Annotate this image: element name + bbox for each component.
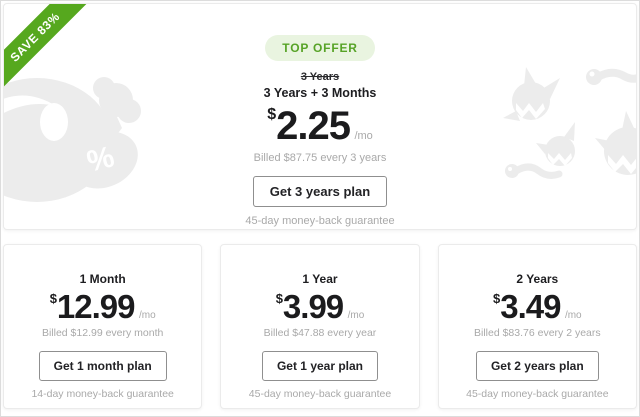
plan-term: 1 Month (79, 272, 126, 286)
money-back-guarantee: 45-day money-back guarantee (466, 388, 609, 400)
mascot-arm-illustration: % (4, 77, 141, 202)
currency-symbol: $ (275, 291, 283, 306)
price-row: $3.49 /mo (439, 288, 636, 326)
plan-term: 1 Year (302, 272, 338, 286)
money-back-guarantee: 14-day money-back guarantee (31, 388, 174, 400)
top-offer-content: TOP OFFER 3 Years 3 Years + 3 Months $2.… (190, 4, 450, 227)
price-row: $2.25 /mo (190, 104, 450, 149)
virus-illustrations (503, 67, 636, 179)
get-2-years-plan-button[interactable]: Get 2 years plan (475, 351, 599, 381)
currency-symbol: $ (267, 106, 277, 123)
get-3-years-plan-button[interactable]: Get 3 years plan (252, 176, 388, 207)
billing-note: Billed $47.88 every year (263, 327, 377, 339)
price-row: $12.99 /mo (4, 288, 201, 326)
price-period: /mo (354, 130, 373, 142)
billing-note: Billed $83.76 every 2 years (473, 327, 601, 339)
currency-symbol: $ (49, 291, 57, 306)
price-row: $3.99 /mo (221, 288, 418, 326)
top-offer-badge: TOP OFFER (265, 35, 375, 61)
plan-card-1-year: 1 Year $3.99 /mo Billed $47.88 every yea… (220, 244, 420, 409)
price-value: 3.49 (500, 288, 561, 325)
plan-card-2-years: 2 Years $3.49 /mo Billed $83.76 every 2 … (437, 244, 637, 409)
price-period: /mo (564, 310, 582, 321)
save-ribbon: SAVE 83% (4, 4, 99, 99)
top-offer-card: SAVE 83% % (3, 3, 637, 230)
get-1-year-plan-button[interactable]: Get 1 year plan (261, 351, 379, 381)
plan-row: 1 Month $12.99 /mo Billed $12.99 every m… (3, 244, 637, 409)
save-ribbon-label: SAVE 83% (4, 4, 91, 93)
currency-symbol: $ (493, 291, 501, 306)
price-value: 3.99 (282, 288, 344, 325)
price-period: /mo (138, 310, 156, 321)
price-value: 2.25 (276, 104, 351, 148)
billing-note: Billed $87.75 every 3 years (253, 152, 387, 164)
price-period: /mo (347, 310, 365, 321)
plan-term: 3 Years + 3 Months (263, 86, 377, 100)
money-back-guarantee: 45-day money-back guarantee (248, 388, 392, 400)
plan-term: 2 Years (516, 272, 559, 286)
old-term-strikethrough: 3 Years (300, 71, 340, 83)
plan-card-1-month: 1 Month $12.99 /mo Billed $12.99 every m… (3, 244, 203, 409)
price-value: 12.99 (56, 288, 136, 325)
billing-note: Billed $12.99 every month (41, 327, 164, 339)
money-back-guarantee: 45-day money-back guarantee (245, 215, 395, 227)
get-1-month-plan-button[interactable]: Get 1 month plan (38, 351, 167, 381)
